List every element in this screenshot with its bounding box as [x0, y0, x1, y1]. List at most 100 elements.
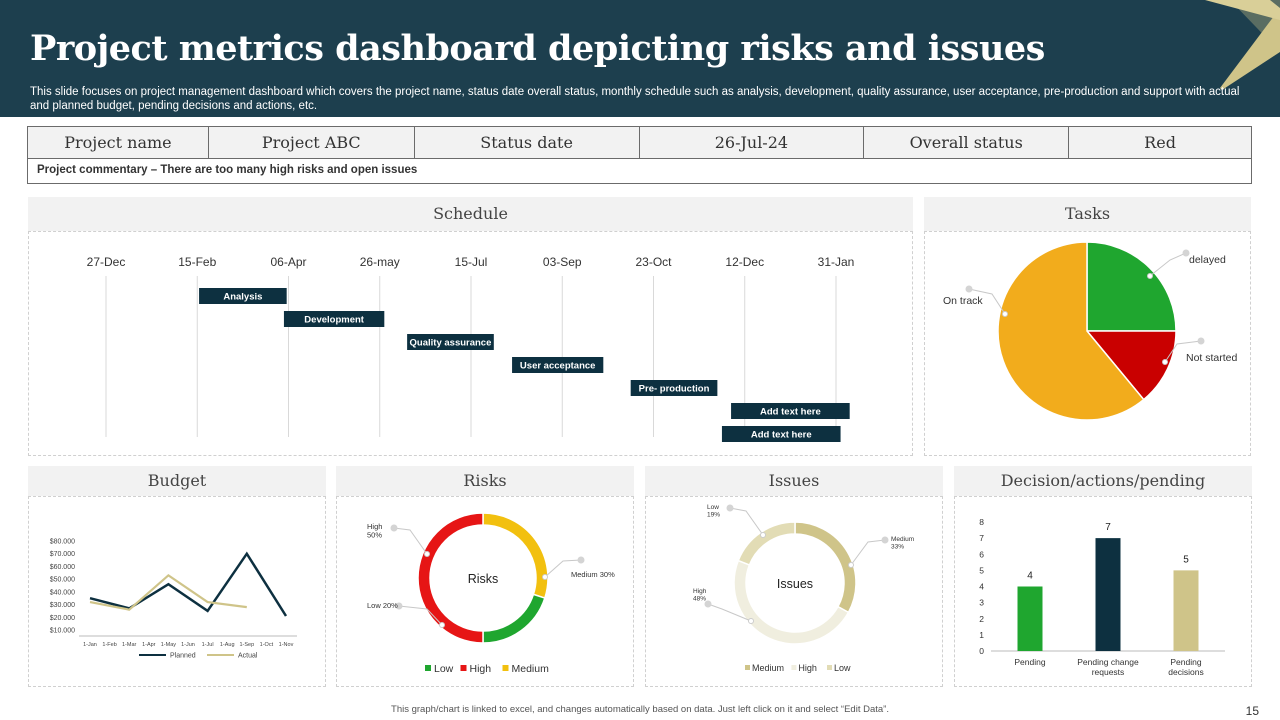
slide-header: Project metrics dashboard depicting risk… — [0, 0, 1280, 117]
budget-x-tick: 1-Feb — [102, 642, 116, 648]
decisions-bar-value: 5 — [1183, 554, 1189, 565]
budget-y-tick: $30.000 — [50, 602, 75, 609]
tasks-header: Tasks — [924, 197, 1251, 231]
callout-end-dot — [704, 600, 712, 608]
schedule-date-label: 15-Feb — [178, 255, 216, 269]
donut-slice-medium — [794, 521, 857, 614]
gantt-task-label: Pre- production — [639, 384, 710, 395]
donut-slice-low — [482, 593, 546, 644]
schedule-gantt-chart: 27-Dec 15-Feb 06-Apr 26-may 15-Jul 03-Sep 23-O… — [87, 255, 855, 442]
decisions-y-tick: 7 — [979, 533, 984, 543]
issues-panel: Issues Medium 33% High 48% Low 19% Medium High Lo… — [645, 496, 943, 687]
callout-dot — [1147, 273, 1153, 279]
project-name-label: Project name — [27, 126, 209, 159]
budget-x-tick: 1-May — [161, 642, 177, 648]
donut-center-label: Risks — [468, 572, 499, 586]
gantt-task-bar — [283, 311, 385, 327]
decisions-category-label: decisions — [1168, 667, 1203, 677]
callout-line — [398, 605, 443, 626]
slice-label-medium: Medium 33% — [891, 536, 914, 551]
callout-end-dot — [1197, 337, 1205, 345]
decisions-bar-value: 7 — [1105, 522, 1111, 533]
issues-legend-label-medium: Medium — [752, 663, 784, 673]
gantt-task-label: Quality assurance — [410, 338, 492, 349]
budget-x-tick: 1-Mar — [122, 642, 137, 648]
gantt-task-label: Add text here — [751, 430, 812, 441]
risks-header: Risks — [336, 466, 634, 496]
pie-slice-not-started — [1085, 330, 1177, 401]
decisions-y-tick: 8 — [979, 517, 984, 527]
budget-y-tick: $20.000 — [50, 615, 75, 622]
callout-line — [393, 527, 428, 555]
budget-x-tick: 1-Jun — [181, 642, 195, 648]
project-info-table: Project name Project ABC Status date 26-… — [27, 126, 1252, 159]
page-number: 15 — [1245, 704, 1259, 718]
issues-legend-swatch-medium — [745, 665, 750, 670]
issues-legend-swatch-high — [791, 665, 797, 670]
donut-slice-high — [417, 512, 484, 644]
gantt-task-bar — [721, 426, 841, 442]
budget-x-tick: 1-Apr — [142, 642, 156, 648]
decisions-category-label: requests — [1092, 667, 1125, 677]
slice-label-low: Low 19% — [707, 504, 720, 519]
gantt-task-bar — [731, 403, 850, 419]
schedule-date-label: 31-Jan — [818, 255, 855, 269]
callout-line — [707, 603, 752, 622]
decisions-category-label: Pending change — [1077, 657, 1139, 667]
slice-label-high: High 50% — [367, 522, 382, 540]
status-date-value: 26-Jul-24 — [638, 126, 865, 159]
budget-x-tick: 1-Aug — [220, 642, 235, 648]
gantt-task-bar — [512, 357, 604, 373]
schedule-panel: 27-Dec 15-Feb 06-Apr 26-may 15-Jul 03-Sep 23-O… — [28, 231, 913, 456]
schedule-date-label: 03-Sep — [543, 255, 582, 269]
callout-line — [1164, 340, 1202, 363]
issues-donut-chart: Issues Medium 33% High 48% Low 19% Medium High Lo… — [693, 504, 914, 673]
pie-slice-delayed — [1086, 241, 1177, 332]
decisions-y-tick: 3 — [979, 598, 984, 608]
budget-y-tick: $60.000 — [50, 564, 75, 571]
gantt-task-label: Analysis — [223, 292, 262, 303]
decisions-bar-chart: 0 1 2 3 4 5 6 7 8 4 Pending 7 Pending changerequests… — [979, 517, 1225, 677]
gantt-task-bar — [407, 334, 494, 350]
schedule-date-label: 15-Jul — [455, 255, 488, 269]
issues-legend-swatch-low — [827, 665, 832, 670]
callout-line — [850, 539, 886, 566]
callout-line — [729, 507, 764, 536]
callout-end-dot — [881, 536, 889, 544]
gantt-task-bar — [199, 288, 287, 304]
budget-y-tick: $70.000 — [50, 551, 75, 558]
risks-legend-label-medium: Medium — [512, 663, 550, 675]
decisions-y-tick: 2 — [979, 614, 984, 624]
budget-y-tick: $40.000 — [50, 589, 75, 596]
slice-label-on-track: On track — [943, 295, 983, 307]
overall-status-label: Overall status — [863, 126, 1070, 159]
page-title: Project metrics dashboard depicting risk… — [30, 28, 1045, 69]
gantt-task-label: Development — [304, 315, 364, 326]
risks-legend-label-low: Low — [434, 663, 454, 675]
legend-planned-label: Planned — [170, 653, 196, 660]
status-date-label: Status date — [413, 126, 640, 159]
page-subtitle: This slide focuses on project management… — [30, 86, 1240, 112]
callout-end-dot — [1182, 249, 1190, 257]
slice-label-high: High 48% — [693, 588, 707, 603]
donut-slice-low — [737, 521, 796, 566]
callout-dot — [439, 622, 445, 628]
corner-decoration — [1160, 0, 1280, 90]
schedule-header: Schedule — [28, 197, 913, 231]
callout-dot — [748, 618, 754, 624]
callout-line — [1149, 252, 1187, 277]
callout-end-dot — [395, 602, 403, 610]
issues-legend-label-high: High — [798, 663, 817, 673]
gantt-task-label: Add text here — [760, 407, 821, 418]
budget-line-chart: $80.000 $70.000 $60.000 $50.000 $40.000 $30.0… — [50, 539, 297, 660]
slice-label-low: Low 20% — [367, 601, 398, 610]
callout-dot — [1162, 359, 1168, 365]
budget-x-tick: 1-Sep — [239, 642, 254, 648]
callout-line — [544, 559, 582, 578]
budget-series-planned — [89, 551, 288, 617]
slice-label-not-started: Not started — [1186, 352, 1238, 364]
issues-legend-label-low: Low — [834, 663, 851, 673]
risks-donut-chart: Risks Medium 30% Low 20% High 50% Low High Medi… — [367, 512, 615, 675]
decisions-y-tick: 6 — [979, 549, 984, 559]
decisions-bar — [1095, 538, 1121, 651]
